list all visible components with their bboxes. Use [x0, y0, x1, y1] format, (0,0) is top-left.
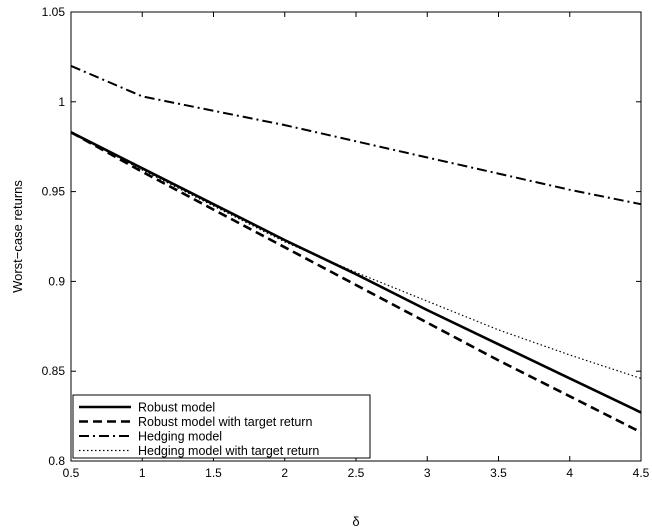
series-line-3	[70, 64, 642, 206]
x-tick-label: 4.5	[633, 466, 650, 480]
y-axis-label: Worst−case returns	[10, 180, 25, 293]
x-tick-label: 4	[566, 466, 573, 480]
y-tick-label: 1	[58, 95, 65, 109]
series-line-2	[70, 131, 642, 434]
y-tick-label: 0.9	[48, 274, 65, 288]
legend-box	[72, 394, 371, 459]
y-tick-label: 0.8	[48, 454, 65, 468]
y-tick-label: 0.85	[42, 364, 66, 378]
plot-lines	[70, 64, 642, 434]
legend-label: Robust model	[138, 401, 215, 415]
axis-ticks: 0.5 1 1.5 2 2.5 3 3.5 4 4.5 0.8 0.85 0.9 0.95 1 1.05	[42, 5, 650, 480]
x-axis-label: δ	[352, 514, 359, 529]
axes-frame	[70, 11, 642, 462]
y-tick-label: 1.05	[42, 5, 66, 19]
legend-label: Robust model with target return	[138, 415, 312, 429]
x-tick-label: 1.5	[205, 466, 222, 480]
x-tick-label: 0.5	[63, 466, 80, 480]
series-line-4	[70, 131, 642, 379]
series-line-1	[70, 131, 642, 414]
y-tick-label: 0.95	[42, 185, 66, 199]
x-tick-label: 2	[281, 466, 288, 480]
legend-label: Hedging model with target return	[138, 444, 319, 458]
x-tick-label: 3.5	[490, 466, 507, 480]
legend-label: Hedging model	[138, 430, 222, 444]
x-tick-label: 1	[139, 466, 146, 480]
x-tick-label: 2.5	[348, 466, 365, 480]
x-tick-label: 3	[424, 466, 431, 480]
